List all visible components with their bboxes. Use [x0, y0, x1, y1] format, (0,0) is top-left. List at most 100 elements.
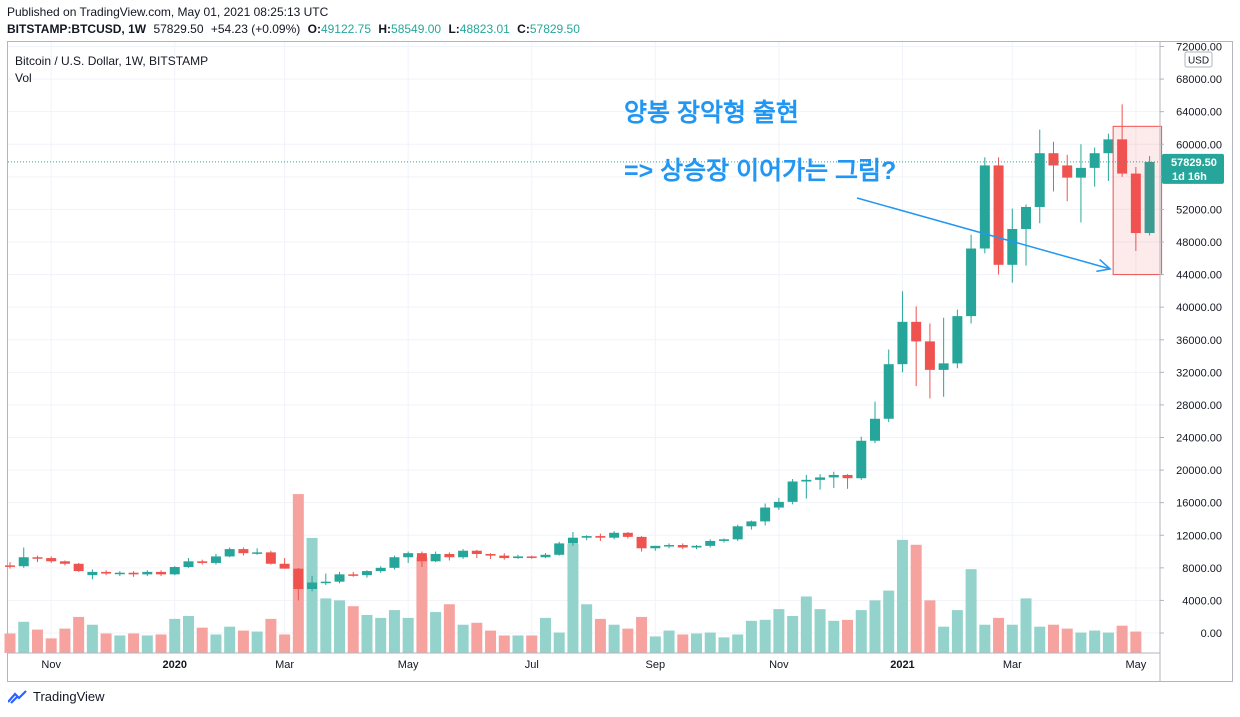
- candle-body: [471, 550, 482, 554]
- price-tick-label: 52000.00: [1176, 204, 1222, 216]
- volume-bar: [869, 600, 881, 653]
- time-tick-label: Jul: [525, 659, 539, 671]
- volume-bar: [938, 626, 950, 653]
- time-tick-label: Sep: [646, 659, 666, 671]
- candle-body: [142, 571, 153, 575]
- candle-body: [828, 474, 839, 478]
- candle-body: [238, 549, 249, 554]
- open-label: O:: [307, 22, 321, 36]
- candle-body: [581, 536, 592, 538]
- volume-bar: [773, 609, 785, 653]
- candle-body: [73, 563, 84, 572]
- candle-body: [993, 165, 1004, 265]
- low-label: L:: [448, 22, 460, 36]
- price-axis: 72000.0068000.0064000.0060000.0056000.00…: [1160, 42, 1222, 640]
- volume-bar: [1116, 625, 1128, 653]
- candle-body: [210, 556, 221, 563]
- volume-bar: [1034, 626, 1046, 653]
- price-tick-label: 64000.00: [1176, 107, 1222, 119]
- volume-bar: [512, 635, 524, 653]
- price-tick-label: 44000.00: [1176, 270, 1222, 282]
- volume-bar: [787, 615, 799, 653]
- legend-vol: Vol: [15, 71, 32, 85]
- candle-body: [1021, 206, 1032, 229]
- last-price: 57829.50: [153, 22, 204, 36]
- candle-body: [416, 553, 427, 562]
- candle-body: [403, 553, 414, 558]
- candle-body: [554, 543, 565, 555]
- candle-body: [636, 536, 647, 549]
- annotation-line-2: => 상승장 이어가는 그림?: [624, 157, 896, 185]
- volume-bar: [526, 635, 538, 653]
- candle-body: [32, 557, 43, 559]
- candle-body: [760, 507, 771, 522]
- volume-bar: [883, 590, 895, 653]
- volume-bar: [745, 620, 757, 653]
- countdown-label: 1d 16h: [1172, 171, 1207, 183]
- time-tick-label: 2020: [163, 659, 187, 671]
- price-tick-label: 24000.00: [1176, 433, 1222, 445]
- volume-bar: [169, 618, 181, 653]
- candle-body: [128, 572, 139, 575]
- volume-bar: [704, 632, 716, 653]
- volume-bar: [855, 610, 867, 653]
- grid-lines: [8, 42, 1160, 653]
- candle-body: [307, 582, 318, 590]
- candle-body: [18, 557, 29, 567]
- candle-body: [856, 440, 867, 479]
- volume-bar: [347, 606, 359, 653]
- volume-bar: [993, 617, 1005, 653]
- candle-body: [540, 554, 551, 558]
- volume-bar: [279, 634, 291, 653]
- volume-bar: [759, 619, 771, 653]
- volume-bar: [581, 604, 593, 653]
- candle-body: [389, 557, 400, 568]
- volume-bar: [663, 630, 675, 653]
- volume-bar: [1006, 624, 1018, 653]
- candle-body: [293, 568, 304, 590]
- close-label: C:: [517, 22, 530, 36]
- volume-bar: [842, 619, 854, 653]
- candle-body: [348, 574, 359, 576]
- open-value: 49122.75: [320, 22, 372, 36]
- candle-body: [252, 552, 263, 554]
- volume-bar: [1047, 624, 1059, 653]
- footer-brand[interactable]: TradingView: [8, 689, 105, 704]
- candle-body: [1144, 161, 1155, 234]
- candle-body: [815, 477, 826, 480]
- volume-bar: [1130, 631, 1142, 653]
- volume-bar: [608, 624, 620, 653]
- price-tick-label: 0.00: [1201, 628, 1222, 640]
- candle-body: [746, 521, 757, 527]
- candle-body: [567, 537, 578, 544]
- legend-title: Bitcoin / U.S. Dollar, 1W, BITSTAMP: [15, 54, 208, 68]
- volume-bar: [128, 633, 140, 653]
- candle-body: [979, 165, 990, 249]
- annotation-arrowhead: [1096, 259, 1112, 273]
- volume-bar: [896, 539, 908, 653]
- candle-body: [1117, 139, 1128, 174]
- volume-bar: [73, 616, 85, 653]
- volume-bar: [141, 635, 153, 653]
- candle-body: [897, 321, 908, 365]
- time-tick-label: May: [398, 659, 419, 671]
- candle-body: [430, 553, 441, 562]
- volume-bar: [59, 628, 71, 653]
- currency-badge: [1184, 51, 1213, 68]
- candle-body: [1103, 139, 1114, 154]
- volume-bar: [800, 596, 812, 653]
- volume-bar: [636, 616, 648, 653]
- volume-bar: [691, 633, 702, 653]
- volume-bar: [210, 634, 222, 653]
- candle-body: [650, 545, 661, 549]
- candle-body: [87, 571, 98, 576]
- volume-bar: [649, 636, 661, 653]
- close-value: 57829.50: [529, 22, 580, 36]
- volume-bar: [485, 630, 497, 653]
- candle-body: [595, 536, 606, 538]
- published-info: Published on TradingView.com, May 01, 20…: [7, 5, 329, 19]
- candle-body: [59, 561, 70, 564]
- volume-bar: [1102, 632, 1114, 653]
- candle-body: [938, 363, 949, 370]
